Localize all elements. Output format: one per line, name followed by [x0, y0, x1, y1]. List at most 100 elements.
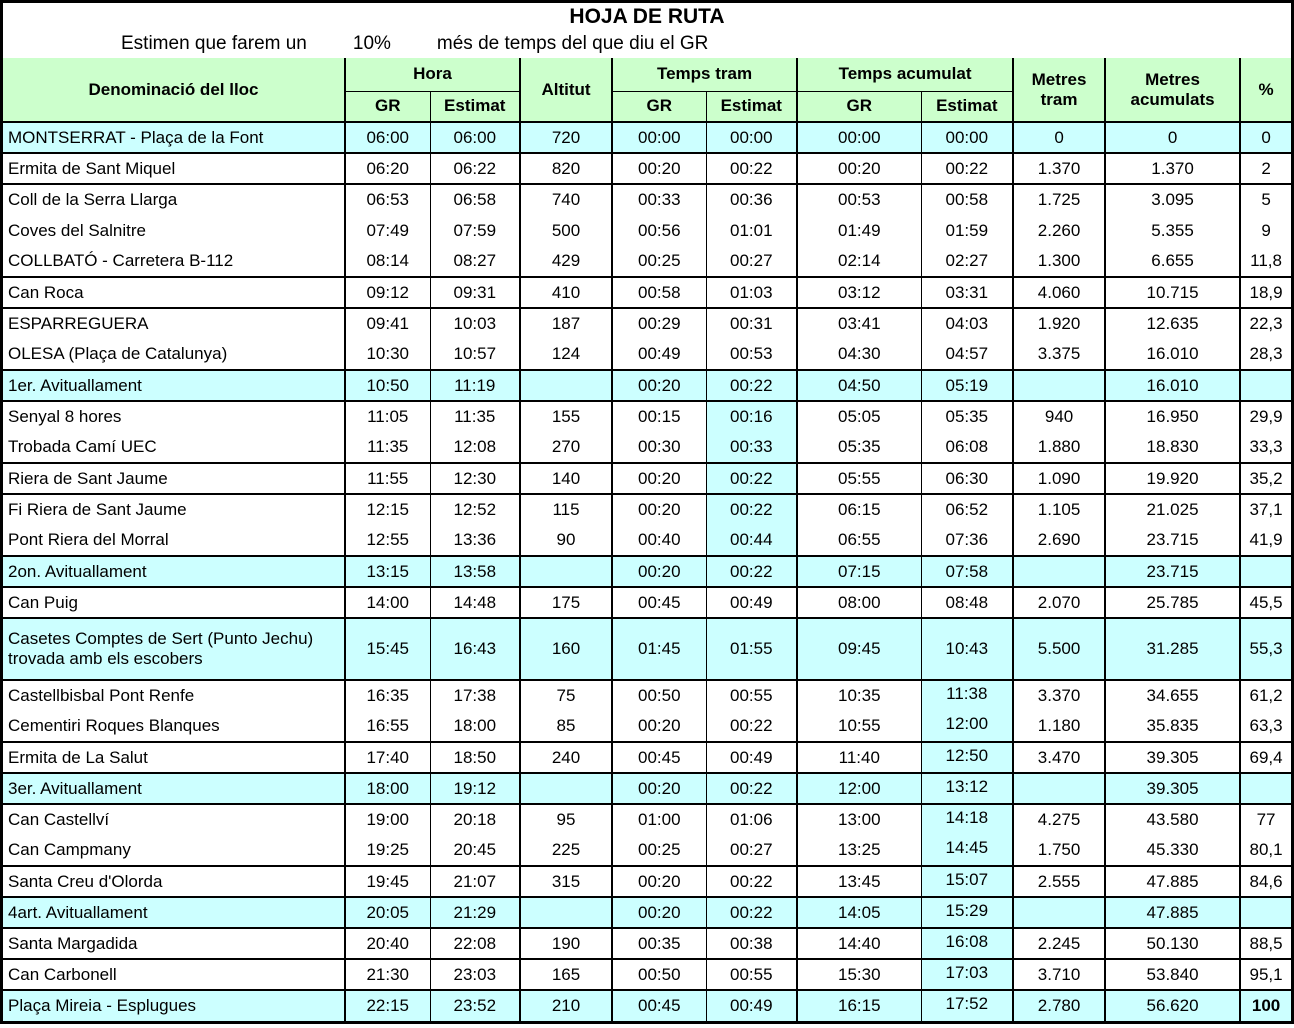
cell-temps-acumulat-estimat: 13:12	[920, 773, 1014, 805]
cell-lloc: Santa Creu d'Olorda	[3, 866, 345, 898]
column-header-hora: Hora	[343, 58, 521, 91]
cell-temps-acumulat-gr: 07:15	[796, 556, 922, 588]
cell-temps-tram-gr: 00:49	[611, 339, 707, 371]
cell-temps-acumulat-gr: 13:00	[796, 804, 922, 835]
cell-metres-acumulats: 16.010	[1104, 339, 1241, 371]
cell-temps-acumulat-gr: 03:41	[796, 308, 922, 339]
cell-temps-tram-estimat: 00:49	[705, 742, 798, 774]
cell-temps-tram-gr: 00:29	[611, 308, 707, 339]
cell-temps-tram-gr: 00:20	[611, 494, 707, 525]
table-header: Denominació del lloc Hora Altitut Temps …	[3, 58, 1292, 122]
cell-lloc: Can Carbonell	[3, 959, 345, 991]
cell-hora-gr: 08:14	[344, 246, 430, 278]
cell-temps-tram-estimat: 00:31	[705, 308, 798, 339]
cell-temps-tram-estimat: 00:27	[705, 835, 798, 867]
cell-temps-acumulat-estimat: 17:03	[920, 959, 1014, 991]
cell-temps-acumulat-gr: 03:12	[796, 277, 922, 309]
table-row: COLLBATÓ - Carretera B-112 08:14 08:27 429 0…	[3, 246, 1292, 278]
cell-metres-acumulats: 10.715	[1104, 277, 1241, 309]
cell-hora-gr: 12:55	[344, 525, 430, 557]
table-row: Can Puig 14:00 14:48 175 00:45 00:49 08:00 08:4…	[3, 587, 1292, 619]
cell-metres-acumulats: 53.840	[1104, 959, 1241, 991]
cell-temps-tram-gr: 00:33	[611, 184, 707, 215]
cell-metres-acumulats: 3.095	[1104, 184, 1241, 215]
cell-temps-acumulat-estimat: 15:29	[920, 897, 1014, 929]
cell-percent: 22,3	[1239, 308, 1292, 339]
cell-metres-tram: 1.370	[1012, 153, 1106, 185]
cell-hora-gr: 06:20	[344, 153, 430, 185]
cell-lloc: Can Castellví	[8, 810, 110, 829]
cell-hora-gr: 13:15	[344, 556, 430, 588]
cell-lloc: Can Roca	[3, 277, 345, 309]
cell-hora-gr: 20:40	[344, 928, 430, 960]
cell-temps-tram-estimat: 00:33	[705, 432, 798, 464]
cell-hora-gr: 06:00	[344, 121, 430, 154]
cell-metres-tram: 2.690	[1012, 525, 1106, 557]
cell-metres-acumulats: 23.715	[1104, 556, 1241, 588]
cell-hora-gr: 10:50	[344, 370, 430, 402]
cell-temps-acumulat-gr: 08:00	[796, 587, 922, 619]
cell-temps-acumulat-estimat: 02:27	[920, 246, 1014, 278]
cell-lloc: OLESA (Plaça de Catalunya)	[3, 339, 345, 371]
cell-metres-tram: 3.370	[1012, 680, 1106, 711]
cell-altitut: 175	[519, 587, 613, 619]
cell-temps-tram-estimat: 00:22	[705, 773, 798, 805]
cell-temps-acumulat-estimat: 04:03	[920, 308, 1014, 339]
cell-metres-acumulats: 45.330	[1104, 835, 1241, 867]
cell-metres-acumulats: 18.830	[1104, 432, 1241, 464]
cell-metres-acumulats: 12.635	[1104, 308, 1241, 339]
cell-altitut: 85	[519, 711, 613, 743]
cell-metres-tram: 1.880	[1012, 432, 1106, 464]
cell-lloc: Senyal 8 hores	[8, 407, 122, 426]
cell-temps-acumulat-estimat: 10:43	[920, 618, 1014, 681]
cell-metres-acumulats: 21.025	[1104, 494, 1241, 525]
table-row: 2on. Avituallament 13:15 13:58 00:20 00:22 07…	[3, 556, 1292, 588]
cell-temps-acumulat-gr: 00:20	[796, 153, 922, 185]
cell-hora-estimat: 21:07	[429, 866, 521, 898]
cell-temps-tram-estimat: 00:22	[705, 556, 798, 588]
cell-altitut: 190	[519, 928, 613, 960]
cell-hora-estimat: 16:43	[429, 618, 521, 681]
cell-metres-tram: 1.920	[1012, 308, 1106, 339]
cell-temps-tram-gr: 00:50	[611, 959, 707, 991]
subtitle: Estimen que farem un 10% més de temps del …	[3, 31, 1291, 58]
cell-metres-tram: 4.060	[1012, 277, 1106, 309]
cell-lloc: ESPARREGUERA	[8, 314, 149, 333]
cell-altitut: 429	[519, 246, 613, 278]
cell-temps-tram-gr: 00:50	[611, 680, 707, 711]
cell-percent: 11,8	[1239, 246, 1292, 278]
cell-metres-tram	[1012, 897, 1106, 929]
cell-altitut: 75	[519, 680, 613, 711]
table-row: Castellbisbal Pont Renfe 16:35 17:38 75 00:5…	[3, 680, 1292, 711]
cell-temps-tram-estimat: 00:22	[705, 897, 798, 929]
cell-lloc: Ermita de Sant Miquel	[3, 153, 345, 185]
page-title: HOJA DE RUTA	[569, 5, 725, 28]
cell-temps-tram-gr: 00:45	[611, 587, 707, 619]
cell-temps-acumulat-gr: 00:00	[796, 121, 922, 154]
cell-percent: 33,3	[1239, 432, 1292, 464]
cell-temps-tram-gr: 00:45	[611, 742, 707, 774]
cell-hora-estimat: 10:03	[429, 308, 521, 339]
column-header-lloc: Denominació del lloc	[3, 58, 345, 122]
cell-temps-tram-gr: 00:56	[611, 215, 707, 246]
cell-metres-acumulats: 47.885	[1104, 897, 1241, 929]
subtitle-percent: 10%	[352, 33, 391, 54]
cell-percent	[1239, 773, 1292, 805]
table-row: Pont Riera del Morral 12:55 13:36 90 00:40 00…	[3, 525, 1292, 557]
cell-temps-acumulat-gr: 14:40	[796, 928, 922, 960]
table-row: Can Campmany 19:25 20:45 225 00:25 00:27 13:25…	[3, 835, 1292, 867]
cell-metres-tram: 5.500	[1012, 618, 1106, 681]
cell-hora-estimat: 13:58	[429, 556, 521, 588]
cell-lloc: Cementiri Roques Blanques	[3, 711, 345, 743]
cell-metres-tram	[1012, 370, 1106, 402]
table-row: Ermita de Sant Miquel 06:20 06:22 820 00:20 0…	[3, 153, 1292, 185]
cell-hora-gr: 09:12	[344, 277, 430, 309]
cell-lloc: Castellbisbal Pont Renfe	[8, 686, 195, 705]
cell-metres-tram: 2.070	[1012, 587, 1106, 619]
cell-temps-tram-estimat: 00:36	[705, 184, 798, 215]
cell-temps-acumulat-gr: 00:53	[796, 184, 922, 215]
column-header-temps-tram-estimat: Estimat	[705, 90, 798, 122]
cell-hora-estimat: 18:50	[429, 742, 521, 774]
cell-temps-tram-gr: 00:20	[611, 556, 707, 588]
